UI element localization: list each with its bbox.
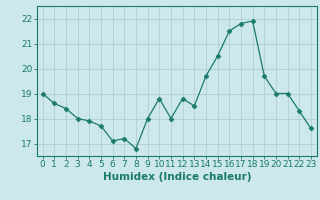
X-axis label: Humidex (Indice chaleur): Humidex (Indice chaleur) [102,172,251,182]
